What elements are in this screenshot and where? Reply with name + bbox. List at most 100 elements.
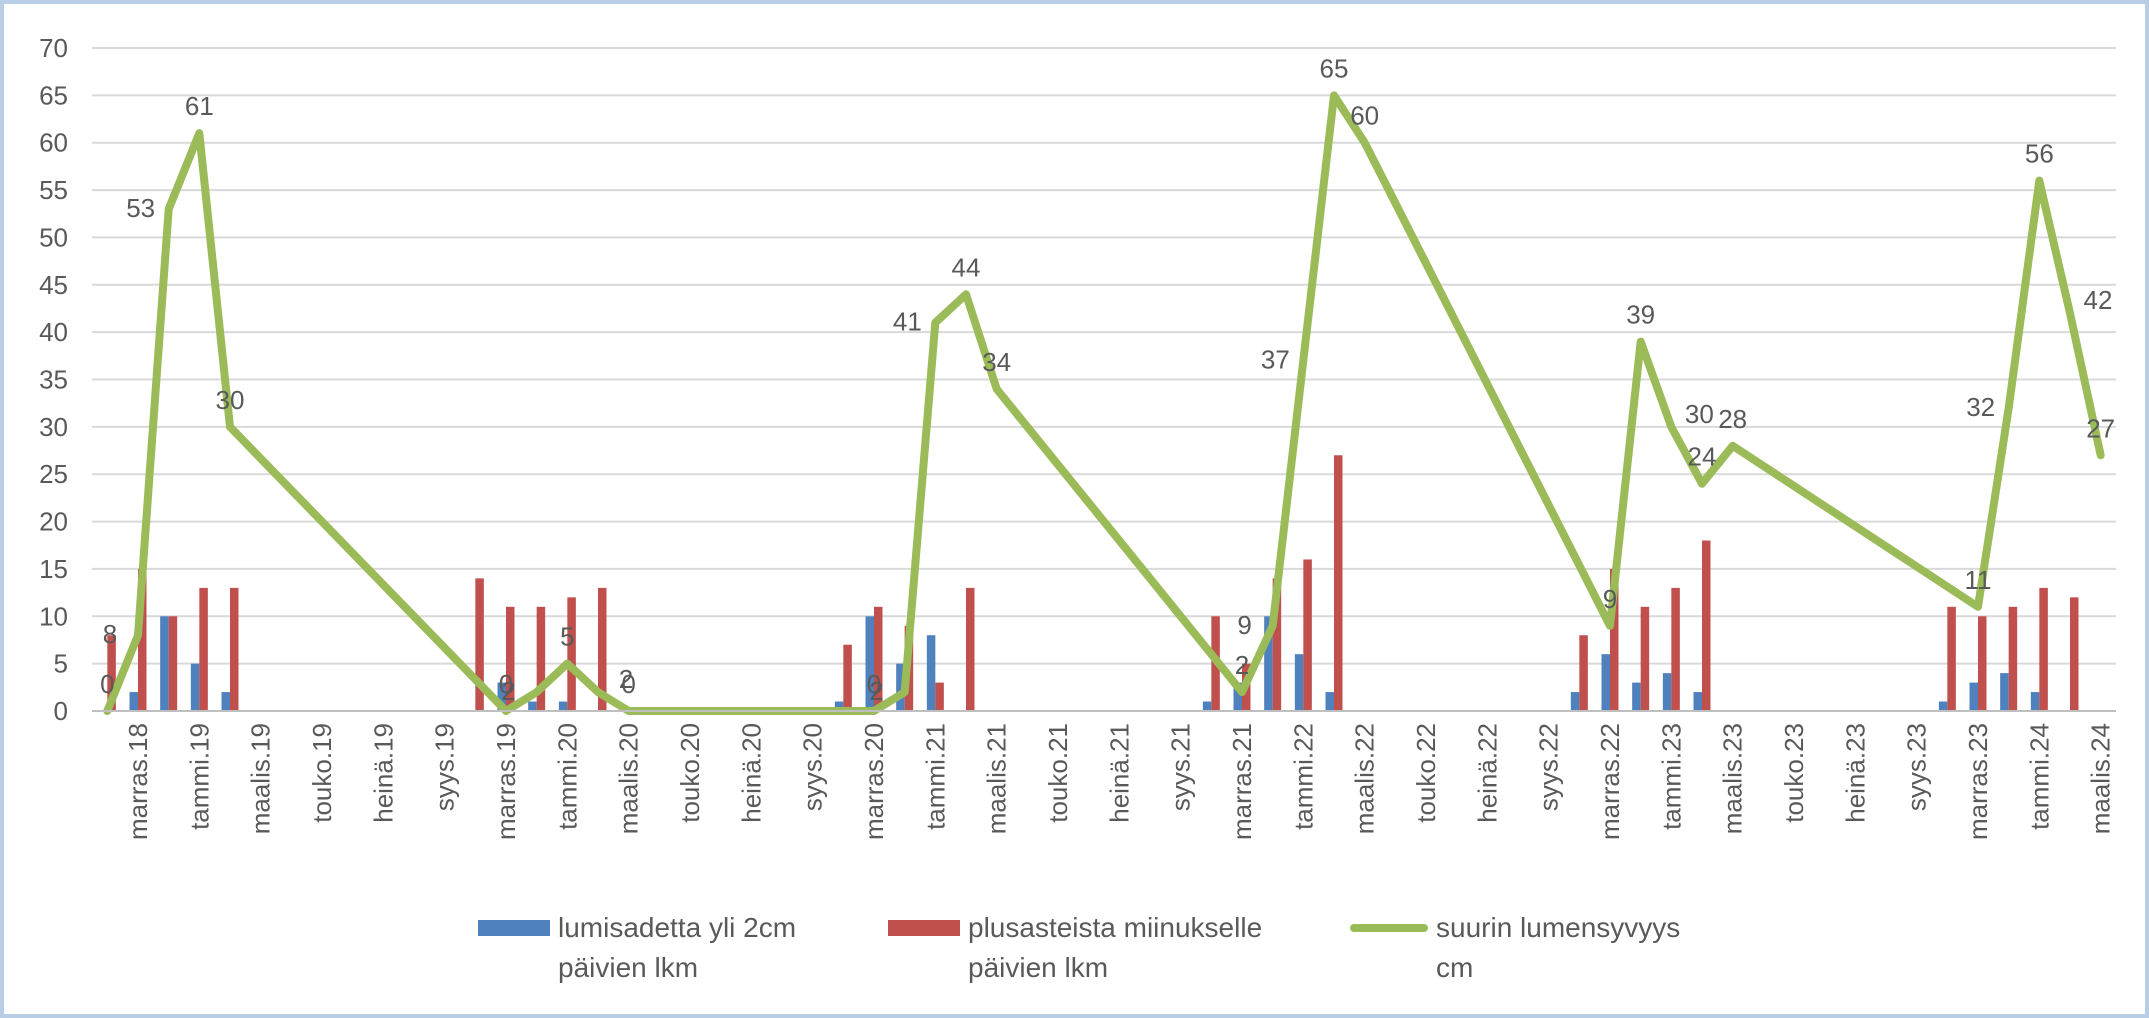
- data-label: 56: [2025, 139, 2054, 169]
- x-tick-label: heinä.19: [368, 723, 398, 823]
- bar-snowfall: [1264, 616, 1273, 711]
- bar-snowfall: [1662, 673, 1672, 711]
- bar-thaw: [1334, 455, 1343, 711]
- bar-snowfall: [1601, 654, 1610, 711]
- legend-label-snowfall-line2: päivien lkm: [558, 952, 699, 983]
- y-tick-label: 35: [39, 365, 68, 395]
- data-label: 0: [499, 669, 513, 699]
- x-tick-label: syys.21: [1166, 723, 1196, 811]
- y-tick-label: 50: [39, 222, 68, 252]
- data-label: 8: [103, 619, 117, 649]
- bar-thaw: [935, 682, 944, 711]
- bar-thaw: [567, 597, 576, 711]
- bar-thaw: [1579, 635, 1588, 711]
- data-label: 2: [869, 676, 883, 706]
- data-label: 41: [893, 307, 922, 337]
- x-tick-label: tammi.24: [2024, 723, 2054, 830]
- x-tick-label: touko.20: [675, 723, 705, 823]
- data-label: 60: [1350, 101, 1379, 131]
- data-label: 42: [2084, 285, 2113, 315]
- y-tick-label: 40: [39, 317, 68, 347]
- bar-thaw: [2039, 587, 2048, 711]
- x-tick-label: marras.23: [1963, 723, 1993, 840]
- data-label: 28: [1718, 404, 1747, 434]
- x-tick-label: maalis.21: [982, 723, 1012, 834]
- x-tick-label: maalis.19: [246, 723, 276, 834]
- data-label: 11: [1965, 565, 1992, 595]
- bar-snowfall: [558, 701, 568, 711]
- data-label: 34: [982, 347, 1011, 377]
- data-label: 9: [1603, 584, 1617, 614]
- bar-thaw: [1702, 540, 1711, 711]
- bar-snowfall: [2030, 692, 2040, 711]
- y-tick-label: 25: [39, 459, 68, 489]
- bar-thaw: [598, 587, 607, 711]
- x-tick-label: maalis.24: [2086, 723, 2116, 834]
- bar-thaw: [506, 606, 515, 711]
- data-label: 2: [1235, 650, 1249, 680]
- data-label: 61: [185, 91, 214, 121]
- legend-swatch-green: [1350, 924, 1428, 932]
- x-tick-label: syys.20: [798, 723, 828, 811]
- x-axis: marras.18 tammi.19 maalis.19 touko.19 heinä.…: [92, 710, 2116, 840]
- x-tick-label: heinä.20: [736, 723, 766, 823]
- bar-snowfall: [865, 616, 874, 711]
- data-label: 0: [100, 669, 114, 699]
- snow-depth-line: [103, 91, 2105, 715]
- x-tick-label: heinä.21: [1104, 723, 1134, 823]
- x-tick-label: maalis.20: [614, 723, 644, 834]
- data-label: 39: [1626, 300, 1655, 330]
- bar-snowfall: [1632, 682, 1641, 711]
- legend-item-snowfall: lumisadetta yli 2cm päivien lkm: [478, 908, 858, 988]
- bar-thaw: [230, 587, 239, 711]
- x-tick-label: maalis.23: [1718, 723, 1748, 834]
- data-label: 30: [1685, 399, 1714, 429]
- data-label: 2: [501, 676, 515, 706]
- bar-snowfall: [926, 635, 936, 711]
- y-axis: 0 5 10 15 20 25 30 35 40 45 50 55 60 65 70: [39, 33, 68, 726]
- bar-thaw: [107, 635, 116, 711]
- bar-thaw: [168, 616, 178, 711]
- x-tick-label: syys.19: [430, 723, 460, 811]
- y-tick-label: 30: [39, 412, 68, 442]
- data-label: 0: [867, 669, 881, 699]
- x-tick-label: marras.21: [1227, 723, 1257, 840]
- y-tick-label: 55: [39, 175, 68, 205]
- bar-thaw: [966, 587, 975, 711]
- data-label: 24: [1688, 442, 1717, 472]
- bar-thaw: [1272, 578, 1282, 711]
- x-tick-label: marras.18: [123, 723, 153, 840]
- bar-thaw: [199, 587, 208, 711]
- data-label: 30: [216, 385, 245, 415]
- bar-snowfall: [129, 692, 138, 711]
- bar-thaw: [874, 606, 883, 711]
- bar-thaw: [536, 606, 546, 711]
- y-tick-label: 60: [39, 128, 68, 158]
- x-tick-label: marras.22: [1595, 723, 1625, 840]
- x-tick-label: tammi.19: [184, 723, 214, 830]
- bar-thaw: [843, 644, 852, 711]
- x-tick-label: syys.23: [1902, 723, 1932, 811]
- gridlines: [92, 47, 2116, 712]
- bar-snowfall: [1294, 654, 1304, 711]
- data-label: 5: [560, 622, 574, 652]
- x-tick-label: maalis.22: [1350, 723, 1380, 834]
- bar-thaw: [1610, 568, 1619, 711]
- legend-swatch-red: [888, 920, 960, 936]
- bar-thaw: [1303, 559, 1312, 711]
- x-tick-label: tammi.23: [1656, 723, 1686, 830]
- x-tick-label: marras.19: [491, 723, 521, 840]
- x-tick-label: touko.22: [1411, 723, 1441, 823]
- x-tick-label: touko.19: [307, 723, 337, 823]
- x-tick-label: marras.20: [859, 723, 889, 840]
- bar-snowfall: [1202, 701, 1212, 711]
- data-label: 27: [2086, 413, 2115, 443]
- bar-snowfall: [221, 692, 230, 711]
- x-tick-label: syys.22: [1534, 723, 1564, 811]
- bar-thaw: [1947, 606, 1956, 711]
- y-tick-label: 0: [54, 696, 68, 726]
- data-label: 53: [126, 193, 155, 223]
- bar-thaw: [1640, 606, 1650, 711]
